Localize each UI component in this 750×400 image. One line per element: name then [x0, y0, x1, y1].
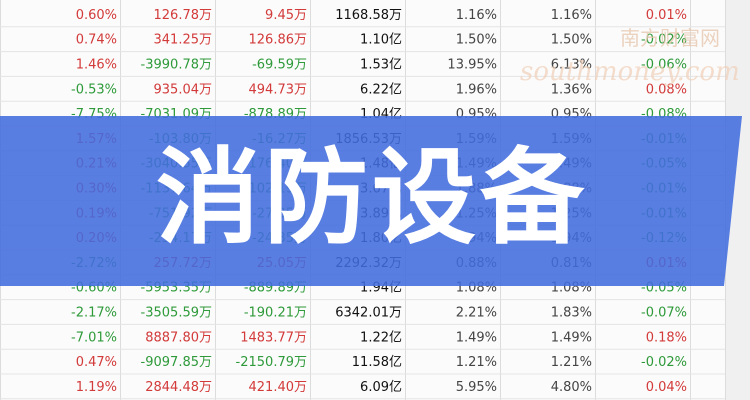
table-cell: 1.10亿: [360, 33, 402, 48]
table-cell: 5.95%: [456, 380, 497, 395]
table-cell: 4.80%: [551, 380, 592, 395]
table-cell: 341.25万: [154, 33, 213, 48]
table-cell: 1.49%: [551, 330, 592, 345]
table-cell: -9097.85万: [141, 355, 212, 370]
table-cell: 0.47%: [76, 355, 117, 370]
table-cell: 935.04万: [154, 82, 213, 97]
table-cell: 0.18%: [646, 330, 687, 345]
table-cell: 1.19%: [76, 380, 117, 395]
table-cell: 0.04%: [646, 380, 687, 395]
table-cell: 8887.80万: [145, 330, 212, 345]
table-cell: 1.16%: [456, 8, 497, 23]
table-cell: 1.53亿: [360, 58, 402, 73]
table-cell: 2844.48万: [145, 380, 212, 395]
table-cell: -0.07%: [641, 306, 687, 321]
table-cell: 1.22亿: [360, 330, 402, 345]
table-cell: -3505.59万: [141, 306, 212, 321]
table-cell: -0.02%: [641, 355, 687, 370]
table-cell: 6.22亿: [360, 82, 402, 97]
table-cell: 1.50%: [551, 33, 592, 48]
table-cell: 1168.58万: [335, 8, 402, 23]
table-cell: 494.73万: [249, 82, 308, 97]
table-cell: 1.83%: [551, 306, 592, 321]
table-cell: 2.21%: [456, 306, 497, 321]
banner-title: 消防设备: [156, 136, 588, 258]
table-cell: 13.95%: [447, 58, 497, 73]
table-cell: 0.01%: [646, 8, 687, 23]
table-cell: 421.40万: [249, 380, 308, 395]
table-cell: 1.21%: [551, 355, 592, 370]
table-cell: -69.59万: [252, 58, 307, 73]
table-cell: -0.06%: [641, 58, 687, 73]
table-cell: 6.13%: [551, 58, 592, 73]
table-cell: -3990.78万: [141, 58, 212, 73]
table-cell: 1.96%: [456, 82, 497, 97]
table-cell: 9.45万: [265, 8, 307, 23]
table-cell: -2.17%: [71, 306, 117, 321]
table-cell: -7.01%: [71, 330, 117, 345]
table-cell: 11.58亿: [352, 355, 402, 370]
table-cell: 1.21%: [456, 355, 497, 370]
table-cell: 1.46%: [76, 58, 117, 73]
table-cell: 1.16%: [551, 8, 592, 23]
table-cell: 0.74%: [76, 33, 117, 48]
table-cell: 6.09亿: [360, 380, 402, 395]
table-cell: 126.78万: [154, 8, 213, 23]
table-cell: 1.49%: [456, 330, 497, 345]
watermark-name: 南方财富网: [620, 26, 720, 50]
table-cell: -0.02%: [641, 33, 687, 48]
banner: [0, 116, 742, 286]
table-cell: 0.08%: [646, 82, 687, 97]
table-cell: 1.50%: [456, 33, 497, 48]
table-cell: -0.53%: [71, 82, 117, 97]
table-cell: 1483.77万: [240, 330, 307, 345]
watermark-site: southmoney.com: [520, 57, 740, 87]
table-cell: -190.21万: [244, 306, 307, 321]
table-cell: -2150.79万: [236, 355, 307, 370]
table-cell: 0.60%: [76, 8, 117, 23]
table-cell: 126.86万: [249, 33, 308, 48]
table-cell: 6342.01万: [335, 306, 402, 321]
table-cell: 1.36%: [551, 82, 592, 97]
